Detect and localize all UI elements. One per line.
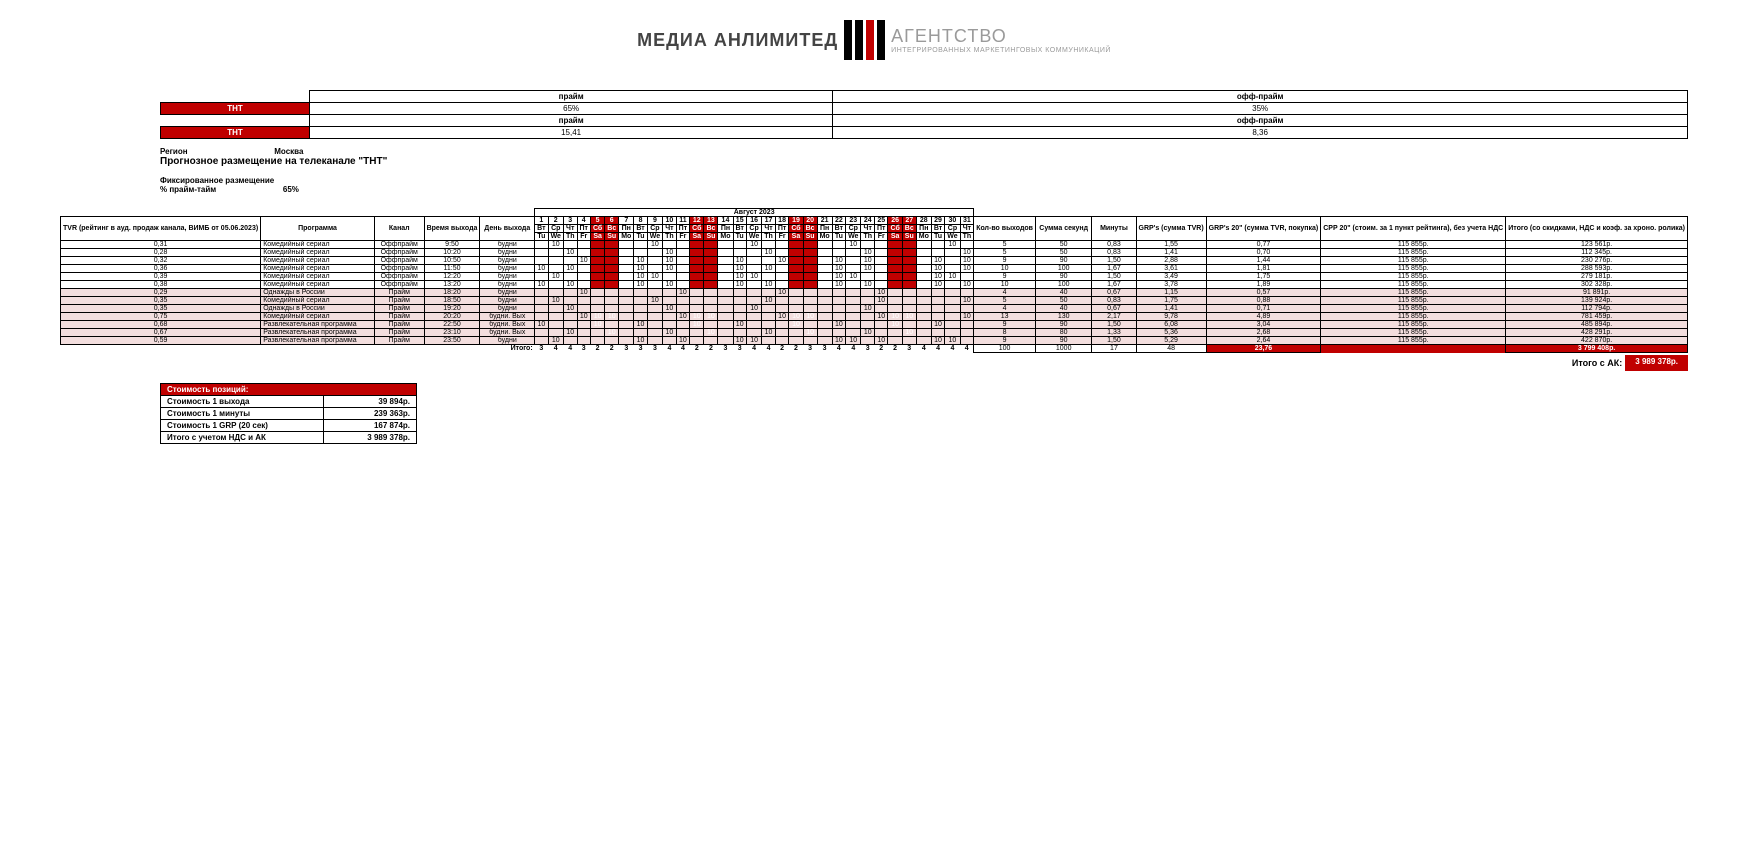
day-num: 16 <box>746 217 761 225</box>
day-num: 28 <box>916 217 931 225</box>
hdr-time: Время выхода <box>424 217 480 241</box>
rate-channel: ТНТ <box>161 127 310 139</box>
day-num: 21 <box>817 217 832 225</box>
hdr-outs: Кол-во выходов <box>974 217 1036 241</box>
day-num: 14 <box>718 217 733 225</box>
day-num: 17 <box>762 217 776 225</box>
logo-area: МЕДИА АНЛИМИТЕД АГЕНТСТВО ИНТЕГРИРОВАННЫ… <box>60 20 1688 60</box>
pct-h-prime: прайм <box>310 91 833 103</box>
cost-table: Стоимость позиций:Стоимость 1 выхода39 8… <box>160 383 417 444</box>
day-num: 13 <box>704 217 718 225</box>
hdr-grp: GRP's (сумма TVR) <box>1136 217 1206 241</box>
logo-right-text: АГЕНТСТВО <box>891 26 1111 47</box>
table-row: 0,31Комедийный сериалОффпрайм9:50будни10… <box>61 241 1688 249</box>
table-row: 0,35Однажды в РоссииПрайм19:20будни10101… <box>61 305 1688 313</box>
logo-left-text: МЕДИА АНЛИМИТЕД <box>637 30 838 51</box>
main-media-table: Август 2023 TVR (рейтинг в ауд. продаж ка… <box>60 208 1688 353</box>
table-row: 0,59Развлекательная программаПрайм23:50б… <box>61 337 1688 345</box>
day-num: 5 <box>590 217 604 225</box>
cost-row: Итого с учетом НДС и АК3 989 378р. <box>161 432 417 444</box>
day-num: 19 <box>789 217 803 225</box>
day-num: 30 <box>945 217 960 225</box>
day-num: 3 <box>563 217 577 225</box>
hdr-prog: Программа <box>261 217 375 241</box>
hdr-min: Минуты <box>1092 217 1136 241</box>
prime-pct-label: % прайм-тайм <box>160 185 216 194</box>
table-row: 0,38Комедийный сериалОффпрайм13:20будни1… <box>61 281 1688 289</box>
cost-row: Стоимость 1 минуты239 363р. <box>161 408 417 420</box>
table-row: 0,67Развлекательная программаПрайм23:10б… <box>61 329 1688 337</box>
table-row: 0,36Комедийный сериалОффпрайм11:50будни1… <box>61 265 1688 273</box>
day-num: 29 <box>931 217 944 225</box>
hdr-cpp: CPP 20" (стоим. за 1 пункт рейтинга), бе… <box>1321 217 1506 241</box>
pct-h-off: офф-прайм <box>833 91 1688 103</box>
table-row: 0,28Комедийный сериалОффпрайм10:20будни1… <box>61 249 1688 257</box>
day-num: 22 <box>832 217 845 225</box>
day-num: 27 <box>902 217 916 225</box>
table-row: 0,75Комедийный сериалПрайм20:20будни. Вы… <box>61 313 1688 321</box>
day-num: 31 <box>960 217 974 225</box>
logo-subtext: ИНТЕГРИРОВАННЫХ МАРКЕТИНГОВЫХ КОММУНИКАЦ… <box>891 47 1111 54</box>
cost-row: Стоимость 1 GRP (20 сек)167 874р. <box>161 420 417 432</box>
hdr-grp20: GRP's 20" (сумма TVR, покупка) <box>1206 217 1321 241</box>
day-num: 24 <box>861 217 875 225</box>
day-num: 9 <box>647 217 662 225</box>
table-row: 0,35Комедийный сериалПрайм18:50будни1010… <box>61 297 1688 305</box>
fixed-label: Фиксированное размещение <box>160 176 1688 185</box>
info-title: Прогнозное размещение на телеканале "ТНТ… <box>160 156 1688 167</box>
rate-h-prime: прайм <box>310 115 833 127</box>
day-num: 15 <box>733 217 746 225</box>
hdr-sec: Сумма секунд <box>1035 217 1091 241</box>
rate-off: 8,36 <box>833 127 1688 139</box>
hdr-dayt: День выхода <box>480 217 535 241</box>
pct-channel: ТНТ <box>161 103 310 115</box>
pct-prime: 65% <box>310 103 833 115</box>
day-num: 7 <box>619 217 634 225</box>
region-label: Регион <box>160 147 188 156</box>
day-num: 12 <box>690 217 704 225</box>
rate-h-off: офф-прайм <box>833 115 1688 127</box>
cost-row: Стоимость 1 выхода39 894р. <box>161 396 417 408</box>
day-num: 6 <box>605 217 619 225</box>
table-row: 0,29Однажды в РоссииПрайм18:20будни10101… <box>61 289 1688 297</box>
info-block: Регион Москва Прогнозное размещение на т… <box>160 147 1688 194</box>
hdr-chan: Канал <box>374 217 424 241</box>
day-num: 2 <box>548 217 563 225</box>
table-row: 0,68Развлекательная программаПрайм22:50б… <box>61 321 1688 329</box>
table-row: 0,39Комедийный сериалОффпрайм12:20будни1… <box>61 273 1688 281</box>
region-value: Москва <box>274 147 303 156</box>
day-num: 26 <box>888 217 902 225</box>
itogo-ak-label: Итого с АК: <box>1569 355 1625 371</box>
hdr-tvr: TVR (рейтинг в ауд. продаж канала, ВИМБ … <box>61 217 261 241</box>
table-row: 0,32Комедийный сериалОффпрайм10:50будни1… <box>61 257 1688 265</box>
day-num: 10 <box>663 217 677 225</box>
itogo-ak-row: Итого с АК: 3 989 378р. <box>60 355 1688 371</box>
cost-box: Стоимость позиций:Стоимость 1 выхода39 8… <box>160 383 1688 444</box>
day-num: 18 <box>775 217 788 225</box>
logo-right-block: АГЕНТСТВО ИНТЕГРИРОВАННЫХ МАРКЕТИНГОВЫХ … <box>891 26 1111 54</box>
day-num: 25 <box>875 217 888 225</box>
day-num: 8 <box>634 217 647 225</box>
day-num: 11 <box>676 217 689 225</box>
pct-off: 35% <box>833 103 1688 115</box>
logo-bars <box>844 20 885 60</box>
day-num: 1 <box>535 217 548 225</box>
itogo-ak-value: 3 989 378р. <box>1625 355 1688 371</box>
day-num: 23 <box>846 217 861 225</box>
footer-row: Итого:3443223334422334422334432234444100… <box>61 345 1688 353</box>
month-header: Август 2023 <box>535 209 974 217</box>
rate-prime: 15,41 <box>310 127 833 139</box>
day-num: 4 <box>577 217 590 225</box>
cost-title: Стоимость позиций: <box>161 384 417 396</box>
hdr-total: Итого (со скидками, НДС и коэф. за хроно… <box>1506 217 1688 241</box>
day-num: 20 <box>803 217 817 225</box>
prime-pct-value: 65% <box>283 185 299 194</box>
pct-table: праймофф-прайм ТНТ65%35% праймофф-прайм … <box>160 90 1688 139</box>
